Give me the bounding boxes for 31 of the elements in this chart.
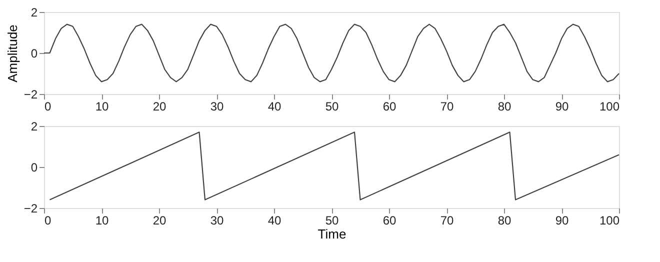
x-tick-label: 20 bbox=[152, 100, 166, 114]
x-tick-label: 90 bbox=[555, 100, 569, 114]
x-tick-label: 50 bbox=[325, 100, 339, 114]
x-tick-label: 80 bbox=[498, 214, 512, 228]
x-tick-label: 70 bbox=[440, 100, 454, 114]
x-tick-label: 0 bbox=[44, 100, 52, 114]
y-tick-label: 2 bbox=[30, 120, 38, 134]
x-tick-label: 30 bbox=[210, 214, 224, 228]
x-tick-label: 20 bbox=[152, 214, 166, 228]
x-axis-title: Time bbox=[318, 226, 346, 242]
y-tick-label: 0 bbox=[30, 46, 38, 60]
y-tick-label: 0 bbox=[30, 160, 38, 174]
x-tick-label: 70 bbox=[440, 214, 454, 228]
y-axis-title: Amplitude bbox=[4, 24, 20, 82]
y-tick-label: 2 bbox=[30, 6, 38, 20]
line-series bbox=[43, 24, 620, 82]
x-tick-label: 40 bbox=[268, 214, 282, 228]
x-tick-label: 60 bbox=[382, 214, 396, 228]
x-tick-label: 100 bbox=[599, 100, 620, 114]
x-tick-label: 40 bbox=[268, 100, 282, 114]
x-tick-label: 80 bbox=[498, 100, 512, 114]
x-tick-label: 60 bbox=[382, 100, 396, 114]
x-tick-label: 90 bbox=[555, 214, 569, 228]
y-tick-label: −2 bbox=[24, 202, 38, 216]
x-tick-label: 100 bbox=[599, 214, 620, 228]
x-tick-label: 30 bbox=[210, 100, 224, 114]
y-tick-label: −2 bbox=[24, 88, 38, 102]
x-tick-label: 10 bbox=[95, 214, 109, 228]
x-tick-label: 50 bbox=[325, 214, 339, 228]
x-tick-label: 10 bbox=[95, 100, 109, 114]
x-tick-label: 0 bbox=[44, 214, 52, 228]
